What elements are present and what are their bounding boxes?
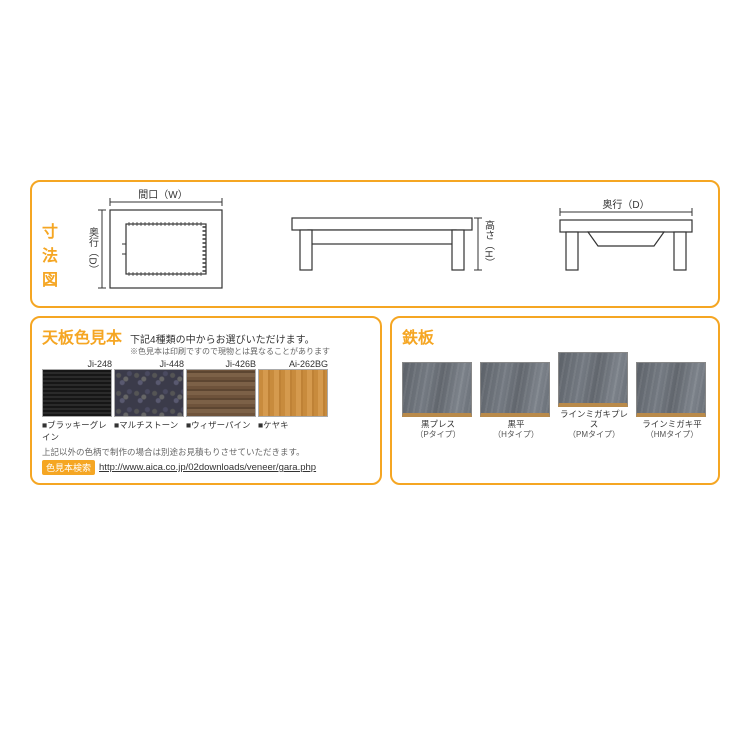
plate-item: ラインミガキ平 （HMタイプ） <box>636 362 708 440</box>
swatch-chip <box>114 369 184 417</box>
search-badge: 色見本検索 <box>42 460 95 475</box>
swatch-code: Ji-448 <box>114 359 186 369</box>
iron-plate-panel: 鉄板 黒プレス （Pタイプ） 黒平 （Hタイプ） ラインミガキプレス （PMタイ… <box>390 316 720 485</box>
plate-item: 黒平 （Hタイプ） <box>480 362 552 440</box>
swatch-item: Ji-448 ■マルチストーン <box>114 359 186 443</box>
plate-image <box>558 352 628 407</box>
swatch-name: ■マルチストーン <box>114 419 186 431</box>
plate-image <box>636 362 706 417</box>
swatch-code: Ai-262BG <box>258 359 330 369</box>
swatch-item: Ai-262BG ■ケヤキ <box>258 359 330 443</box>
plate-row: 黒プレス （Pタイプ） 黒平 （Hタイプ） ラインミガキプレス （PMタイプ） … <box>402 352 708 440</box>
depth-label-2: 奥行（D） <box>602 198 649 211</box>
plate-image <box>402 362 472 417</box>
swatch-name: ■ケヤキ <box>258 419 330 431</box>
plate-type: （Pタイプ） <box>402 429 474 440</box>
height-label: 高さ（H） <box>483 219 495 267</box>
plate-type: （Hタイプ） <box>480 429 552 440</box>
dimensions-panel: 寸法図 間口（W） 奥行（D） <box>30 180 720 308</box>
plate-title: 鉄板 <box>402 324 708 348</box>
plate-name: ラインミガキプレス <box>558 409 630 429</box>
swatch-row: Ji-248 ■ブラッキーグレイン Ji-448 ■マルチストーン Ji-426… <box>42 359 370 443</box>
search-link[interactable]: http://www.aica.co.jp/02downloads/veneer… <box>99 462 316 473</box>
color-samples-panel: 天板色見本 下記4種類の中からお選びいただけます。 ※色見本は印刷ですので現物と… <box>30 316 382 485</box>
plate-name: 黒平 <box>480 419 552 429</box>
swatch-name: ■ウィザーパイン <box>186 419 258 431</box>
samples-note: 下記4種類の中からお選びいただけます。 <box>130 331 330 346</box>
swatch-chip <box>186 369 256 417</box>
dimensions-content: 寸法図 間口（W） 奥行（D） <box>42 188 708 298</box>
dimension-front-view: 高さ（H） <box>288 198 498 288</box>
samples-footnote: 上記以外の色柄で制作の場合は別途お見積もりさせていただきます。 <box>42 446 370 458</box>
samples-subnote: ※色見本は印刷ですので現物とは異なることがあります <box>130 346 330 357</box>
plate-item: ラインミガキプレス （PMタイプ） <box>558 352 630 440</box>
swatch-name: ■ブラッキーグレイン <box>42 419 114 443</box>
swatch-item: Ji-248 ■ブラッキーグレイン <box>42 359 114 443</box>
dimensions-title: 寸法図 <box>42 218 58 290</box>
samples-title: 天板色見本 <box>42 324 122 348</box>
plate-item: 黒プレス （Pタイプ） <box>402 362 474 440</box>
width-label: 間口（W） <box>138 189 187 201</box>
plate-type: （PMタイプ） <box>558 429 630 440</box>
plate-image <box>480 362 550 417</box>
swatch-chip <box>258 369 328 417</box>
swatch-code: Ji-426B <box>186 359 258 369</box>
swatch-chip <box>42 369 112 417</box>
plate-type: （HMタイプ） <box>636 429 708 440</box>
swatch-item: Ji-426B ■ウィザーパイン <box>186 359 258 443</box>
dimension-side-view: 奥行（D） <box>548 198 708 288</box>
dimension-top-view: 間口（W） 奥行（D） <box>78 188 238 298</box>
depth-label: 奥行（D） <box>87 226 99 274</box>
plate-name: 黒プレス <box>402 419 474 429</box>
plate-name: ラインミガキ平 <box>636 419 708 429</box>
swatch-code: Ji-248 <box>42 359 114 369</box>
